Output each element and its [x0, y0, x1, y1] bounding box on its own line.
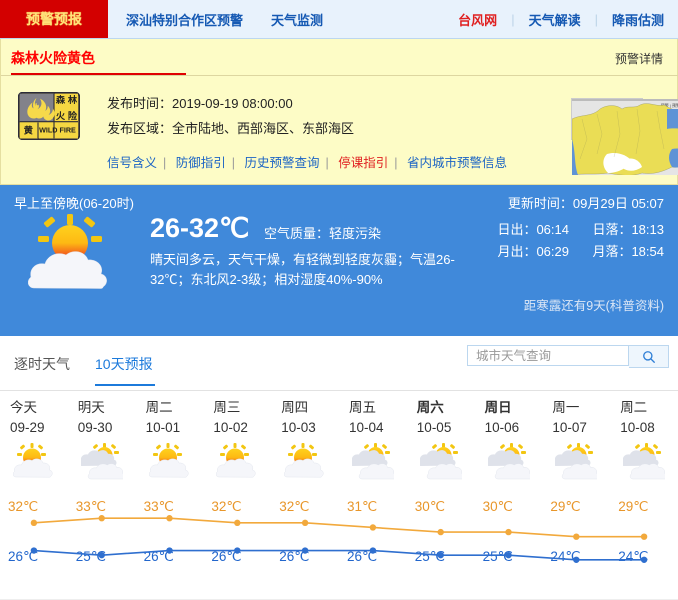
svg-text:WILD FIRE: WILD FIRE — [39, 126, 76, 135]
svg-text:林: 林 — [68, 94, 78, 105]
svg-text:险: 险 — [68, 110, 78, 121]
svg-text:森: 森 — [56, 94, 66, 105]
svg-text:火: 火 — [56, 111, 66, 121]
svg-text:黄: 黄 — [24, 125, 33, 136]
